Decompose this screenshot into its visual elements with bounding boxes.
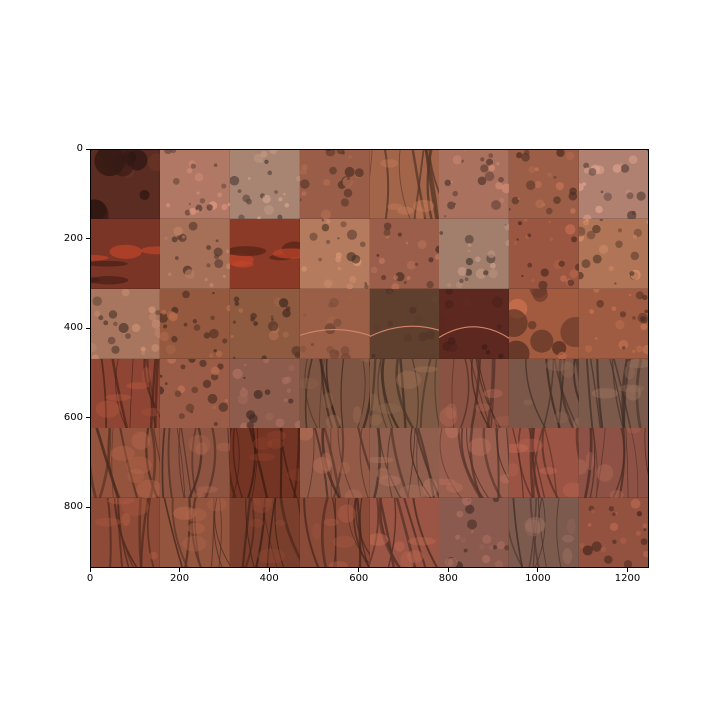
- y-tick-label: 600: [63, 411, 83, 423]
- y-tick-mark: [86, 417, 90, 419]
- x-tick-mark: [358, 568, 360, 572]
- satellite-tile: [579, 288, 649, 359]
- satellite-tile-grid: [90, 149, 649, 568]
- satellite-tile: [159, 288, 230, 359]
- y-tick-mark: [86, 506, 90, 508]
- x-tick-label: 1000: [525, 573, 551, 584]
- satellite-tile: [159, 149, 230, 219]
- satellite-tile: [369, 149, 440, 219]
- satellite-tile: [579, 428, 649, 499]
- x-tick-label: 0: [86, 573, 94, 584]
- satellite-tile: [90, 358, 160, 429]
- y-tick-mark: [86, 148, 90, 150]
- x-tick-mark: [447, 568, 449, 572]
- satellite-tile: [229, 498, 300, 568]
- satellite-tile: [299, 498, 370, 568]
- satellite-tile: [439, 498, 510, 568]
- satellite-tile: [369, 428, 440, 499]
- satellite-tile: [369, 358, 440, 429]
- satellite-tile: [579, 358, 649, 429]
- satellite-tile: [509, 218, 580, 289]
- x-tick-mark: [627, 568, 628, 572]
- x-tick-label: 400: [259, 573, 279, 584]
- satellite-tile: [509, 358, 580, 429]
- satellite-tile: [159, 428, 230, 499]
- x-tick-mark: [89, 568, 91, 572]
- x-tick-mark: [268, 568, 270, 572]
- satellite-tile: [90, 218, 160, 289]
- satellite-tile: [439, 428, 510, 499]
- satellite-tile: [369, 288, 440, 359]
- y-tick-mark: [86, 238, 90, 240]
- satellite-tile: [369, 498, 440, 568]
- x-tick-mark: [537, 568, 539, 572]
- satellite-tile: [299, 218, 370, 289]
- x-tick-label: 200: [170, 573, 190, 584]
- satellite-tile: [299, 358, 370, 429]
- y-tick-label: 200: [63, 232, 83, 244]
- satellite-tile: [579, 498, 649, 568]
- satellite-tile: [159, 358, 230, 429]
- satellite-tile: [579, 149, 649, 219]
- satellite-tile: [509, 288, 580, 359]
- x-tick-mark: [179, 568, 181, 572]
- satellite-tile: [229, 288, 300, 359]
- y-tick-label: 400: [63, 322, 83, 334]
- satellite-tile: [299, 288, 370, 359]
- satellite-tile: [509, 149, 580, 219]
- satellite-tile: [579, 218, 649, 289]
- satellite-tile: [509, 498, 580, 568]
- satellite-tile: [509, 428, 580, 499]
- satellite-tile: [159, 498, 230, 568]
- x-tick-label: 600: [349, 573, 369, 584]
- satellite-tile: [229, 428, 300, 499]
- satellite-tile: [299, 149, 370, 219]
- satellite-tile: [439, 288, 510, 359]
- satellite-tile: [229, 358, 300, 429]
- x-tick-label: 800: [438, 573, 458, 584]
- image-axes: [90, 149, 649, 568]
- satellite-tile: [90, 498, 160, 568]
- satellite-tile: [439, 218, 510, 289]
- satellite-tile: [299, 428, 370, 499]
- x-tick-label: 1200: [614, 573, 641, 584]
- y-tick-label: 0: [76, 143, 83, 154]
- y-tick-mark: [86, 327, 90, 329]
- satellite-tile: [369, 218, 440, 289]
- satellite-tile: [159, 218, 230, 289]
- satellite-tile: [90, 288, 160, 359]
- satellite-tile: [90, 428, 160, 499]
- satellite-tile: [439, 149, 510, 219]
- satellite-tile: [439, 358, 510, 429]
- y-tick-label: 800: [63, 501, 83, 513]
- satellite-tile: [229, 218, 300, 289]
- satellite-tile: [90, 149, 160, 219]
- satellite-tile: [229, 149, 300, 219]
